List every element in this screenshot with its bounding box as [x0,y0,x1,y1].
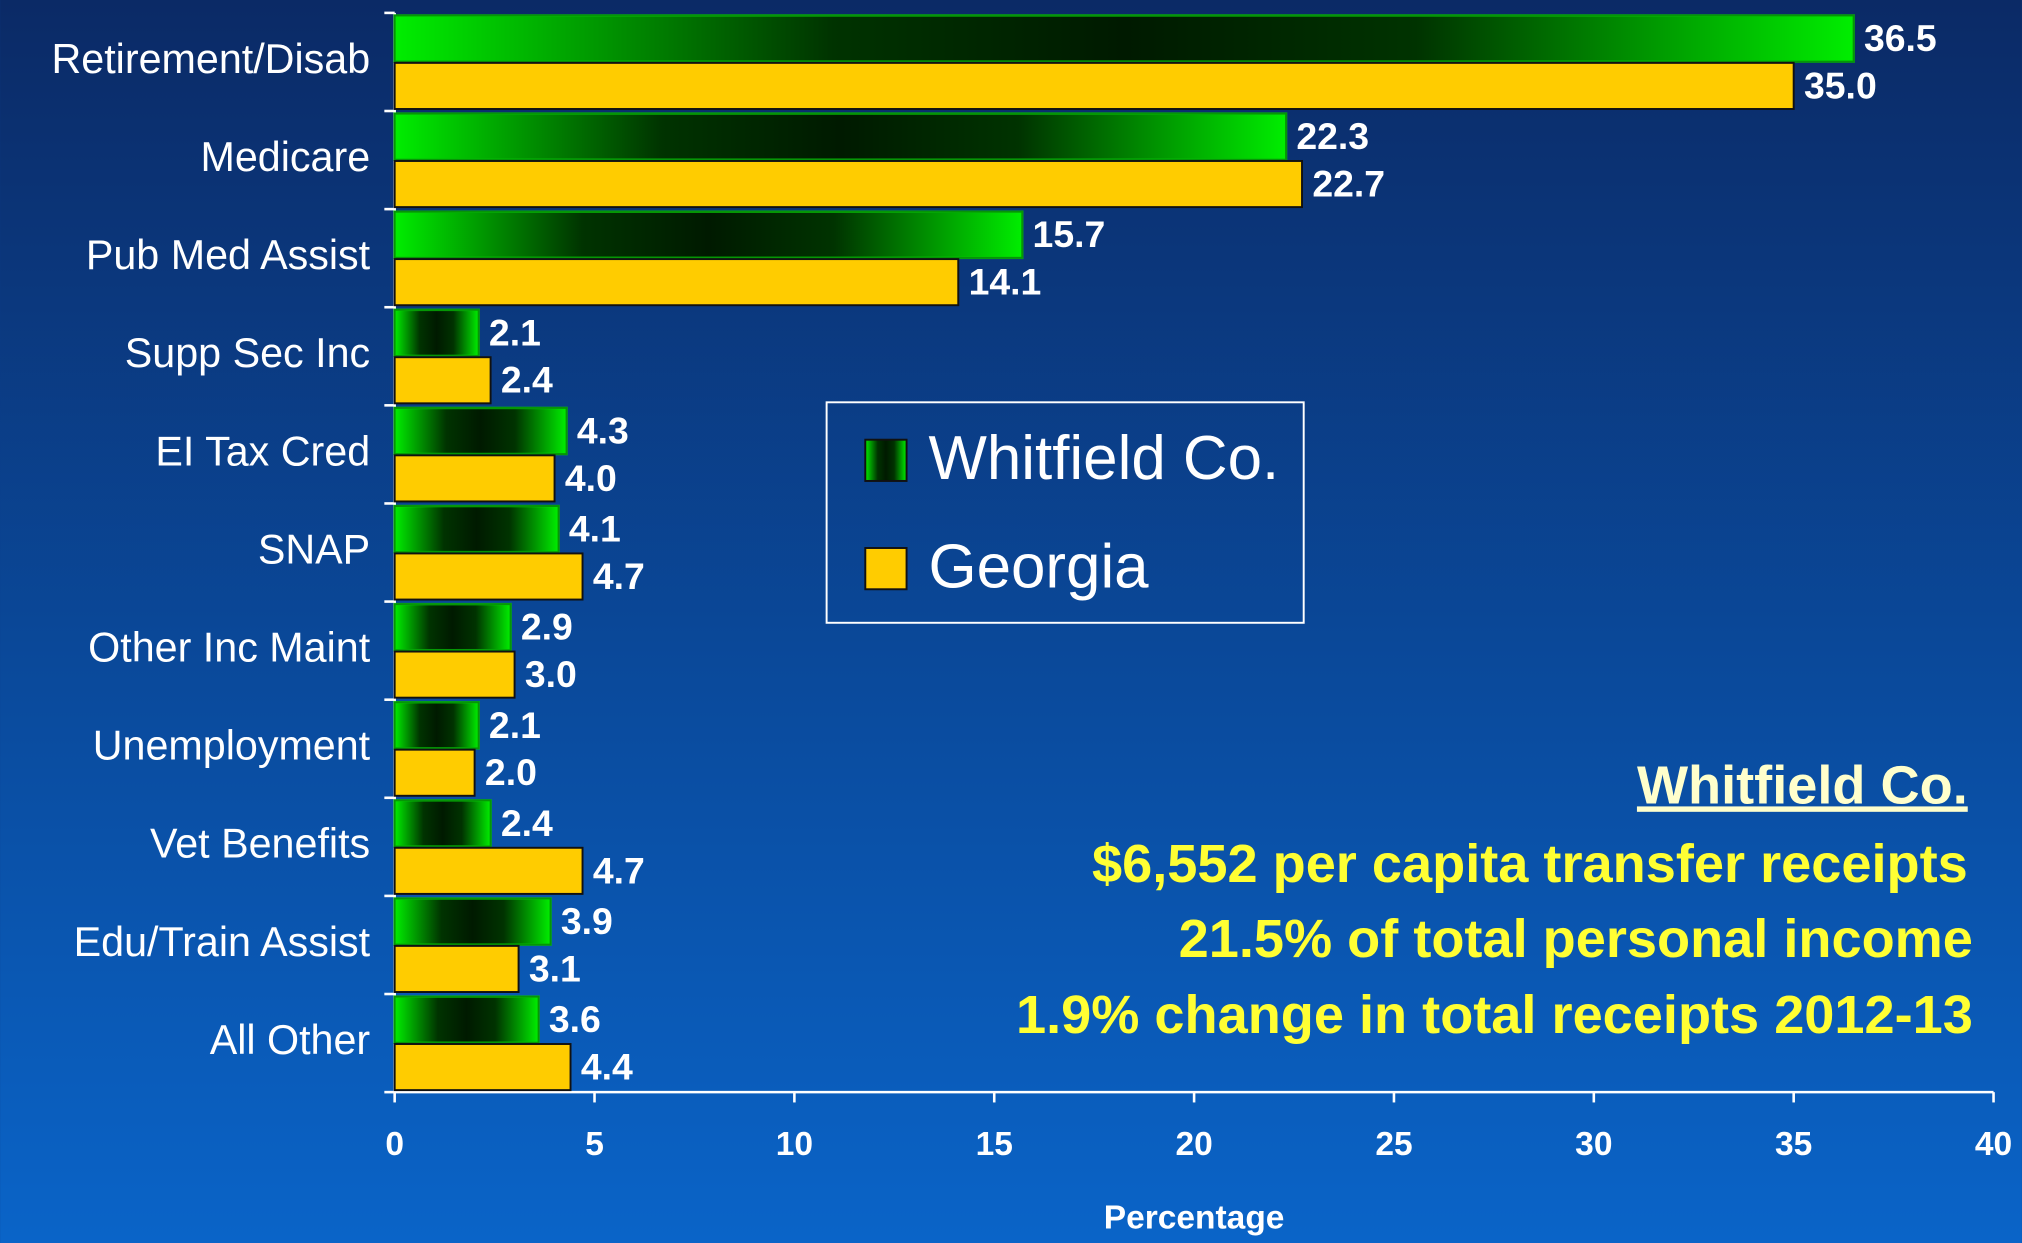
legend-label: Georgia [928,533,1149,602]
data-label: 2.4 [501,359,553,401]
y-tick-label: EI Tax Cred [155,428,370,474]
bar [393,454,556,503]
y-tick-label: Edu/Train Assist [74,919,371,965]
x-tick-label: 25 [1375,1126,1412,1163]
data-label: 2.1 [489,704,541,746]
bar [393,846,584,895]
data-label: 4.1 [569,508,621,550]
y-tick-label: Unemployment [93,723,371,769]
data-label: 22.3 [1296,115,1369,157]
y-tick-label: SNAP [258,526,370,572]
legend-box [825,401,1305,624]
y-tick-label: Supp Sec Inc [125,330,370,376]
x-tick-label: 5 [585,1126,604,1163]
y-tick-label: Vet Benefits [150,821,370,867]
bar [393,406,568,456]
bar [393,701,480,750]
x-tick-label: 15 [976,1126,1013,1163]
bar [393,944,520,993]
bar [393,552,584,601]
data-label: 2.4 [501,802,553,844]
y-tick-label: Other Inc Maint [88,625,371,671]
legend-swatch [864,547,908,591]
annotation: $6,552 per capita transfer receipts [1092,834,1968,894]
bar-edge [393,897,552,946]
bar-edge [393,700,480,750]
bar-edge [393,995,540,1045]
y-tick-label: Pub Med Assist [86,232,371,278]
bar [393,897,552,946]
legend-label: Whitfield Co. [928,424,1279,493]
annotation: 21.5% of total personal income [1179,909,1973,969]
data-label: 4.7 [593,849,645,891]
bar-edge [393,406,568,456]
data-label: 36.5 [1864,17,1937,59]
bar [393,748,476,797]
bar [393,799,492,848]
bar [393,995,540,1044]
x-tick-label: 30 [1575,1126,1612,1163]
data-label: 3.1 [529,947,581,989]
bar-edge [393,308,480,358]
x-tick-label: 35 [1775,1126,1812,1163]
data-label: 14.1 [969,261,1042,303]
bar [393,1043,572,1092]
x-axis-label: Percentage [1104,1200,1285,1237]
data-label: 4.4 [581,1046,633,1088]
legend-swatch [864,438,908,482]
x-tick-label: 10 [776,1126,813,1163]
y-tick-label: Medicare [201,134,371,180]
data-label: 3.9 [561,900,613,942]
y-tick-label: All Other [210,1017,371,1063]
data-label: 4.3 [577,409,629,451]
data-label: 2.9 [521,606,573,648]
data-label: 2.0 [485,751,537,793]
bar-edge [393,504,560,554]
data-label: 22.7 [1312,162,1385,204]
bar [393,258,960,307]
bar [393,650,516,699]
annotation-title: Whitfield Co. [1637,755,1968,815]
bar [393,160,1303,209]
bar [393,308,480,357]
bar-edge [393,602,512,652]
data-label: 4.7 [593,555,645,597]
annotation: 1.9% change in total receipts 2012-13 [1016,985,1973,1045]
x-tick-label: 40 [1975,1126,2012,1163]
data-label: 35.0 [1804,64,1877,106]
bar [393,210,1024,259]
bar [393,356,492,405]
data-label: 4.0 [565,457,617,499]
x-tick-label: 0 [385,1126,404,1163]
bar [393,603,512,652]
bar [393,14,1855,63]
bar [393,505,560,554]
bar [393,61,1795,110]
bar-edge [393,210,1024,260]
bar-edge [393,799,492,848]
data-label: 2.1 [489,311,541,353]
x-tick-label: 20 [1175,1126,1212,1163]
y-tick-label: Retirement/Disab [51,36,370,82]
data-label: 15.7 [1033,213,1106,255]
bar-edge [393,14,1855,63]
bar [393,112,1288,161]
bar-edge [393,112,1288,161]
data-label: 3.6 [549,998,601,1040]
data-label: 3.0 [525,653,577,695]
